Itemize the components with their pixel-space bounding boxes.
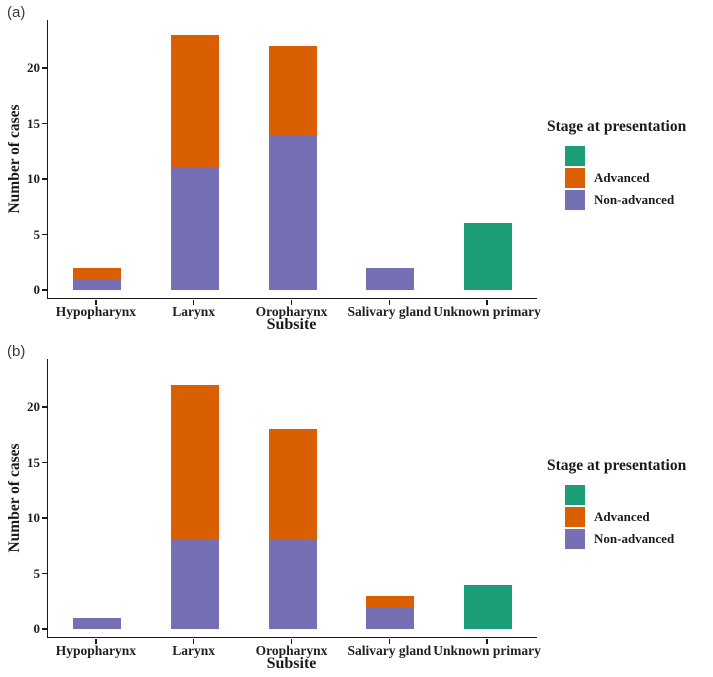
y-tick-mark [42, 461, 47, 464]
legend-items: Advanced Non-advanced [565, 484, 713, 550]
legend-item: Advanced [565, 167, 713, 189]
y-tick-label: 15 [27, 454, 40, 470]
bar-segment [366, 267, 415, 290]
legend: Stage at presentation Advanced Non-advanc… [547, 118, 713, 211]
legend-item: Non-advanced [565, 189, 713, 211]
panel-label-b: (b) [7, 343, 26, 360]
panel-b: (b) Number of cases Subsite Stage at pre… [0, 339, 713, 677]
legend-title: Stage at presentation [547, 118, 687, 135]
legend-item: Advanced [565, 506, 713, 528]
x-tick-mark [388, 299, 391, 305]
bar-segment [72, 278, 121, 290]
legend-item [565, 145, 713, 167]
y-tick-mark [42, 289, 47, 291]
x-tick-mark [290, 638, 293, 644]
x-tick-label: Unknown primary [433, 643, 541, 658]
x-tick-label: Hypopharynx [55, 304, 137, 319]
x-tick-label: Salivary gland [347, 304, 432, 319]
y-tick-label: 0 [33, 282, 41, 297]
y-tick-mark [42, 233, 47, 236]
legend-item: Non-advanced [565, 528, 713, 550]
legend-item [565, 484, 713, 506]
legend: Stage at presentation Advanced Non-advanc… [547, 457, 713, 550]
x-tick-label: Oropharynx [255, 643, 328, 658]
y-tick-label: 15 [27, 115, 40, 131]
y-tick-label: 5 [33, 226, 41, 242]
y-tick-mark [42, 178, 47, 180]
x-tick-mark [486, 299, 488, 305]
y-tick-label: 20 [27, 399, 40, 414]
y-tick-mark [42, 406, 47, 408]
plot-area [47, 359, 537, 638]
y-tick-mark [42, 628, 47, 630]
legend-swatch [565, 507, 585, 527]
x-tick-label: Hypopharynx [55, 643, 137, 658]
x-tick-mark [95, 638, 97, 644]
x-tick-label: Larynx [172, 304, 216, 319]
x-tick-label: Oropharynx [255, 304, 328, 319]
y-tick-label: 20 [27, 60, 40, 75]
plot-area [47, 20, 537, 299]
legend-swatch [565, 529, 585, 549]
x-tick-label: Salivary gland [347, 643, 432, 658]
legend-item-label: Non-advanced [594, 192, 675, 207]
bar-segment [268, 134, 317, 290]
bar-segment [268, 45, 317, 135]
bar-segment [170, 540, 219, 629]
y-tick-label: 0 [33, 621, 41, 636]
bar-segment [366, 606, 415, 629]
y-tick-label: 5 [33, 565, 41, 581]
legend-swatch [565, 168, 585, 188]
x-tick-mark [95, 299, 97, 305]
x-tick-mark [486, 638, 488, 644]
bar-segment [464, 223, 513, 290]
legend-item-label: Non-advanced [594, 531, 675, 546]
x-tick-label: Larynx [172, 643, 216, 658]
bar-segment [170, 167, 219, 290]
y-tick-mark [42, 122, 47, 125]
y-tick-label: 10 [27, 171, 40, 186]
legend-items: Advanced Non-advanced [565, 145, 713, 211]
bar-segment [268, 429, 317, 541]
bar-segment [464, 584, 513, 629]
bar-segment [72, 267, 121, 279]
x-tick-mark [192, 299, 195, 305]
bar-segment [72, 617, 121, 629]
y-tick-mark [42, 67, 47, 69]
x-tick-label: Unknown primary [433, 304, 541, 319]
x-tick-mark [192, 638, 195, 644]
bar-segment [366, 595, 415, 607]
legend-item-label: Advanced [594, 509, 650, 524]
x-axis-title: Subsite [266, 316, 317, 333]
legend-swatch [565, 485, 585, 505]
legend-swatch [565, 190, 585, 210]
x-tick-mark [290, 299, 293, 305]
y-tick-label: 10 [27, 510, 40, 525]
legend-title: Stage at presentation [547, 457, 687, 474]
bar-segment [268, 540, 317, 629]
x-tick-mark [388, 638, 391, 644]
panel-label-a: (a) [7, 4, 26, 21]
legend-item-label: Advanced [594, 170, 650, 185]
x-axis-title: Subsite [266, 655, 317, 672]
panel-a: (a) Number of cases Subsite Stage at pre… [0, 0, 713, 338]
bar-segment [170, 34, 219, 168]
bar-segment [170, 384, 219, 541]
y-tick-mark [42, 517, 47, 519]
legend-swatch [565, 146, 585, 166]
y-tick-mark [42, 572, 47, 575]
